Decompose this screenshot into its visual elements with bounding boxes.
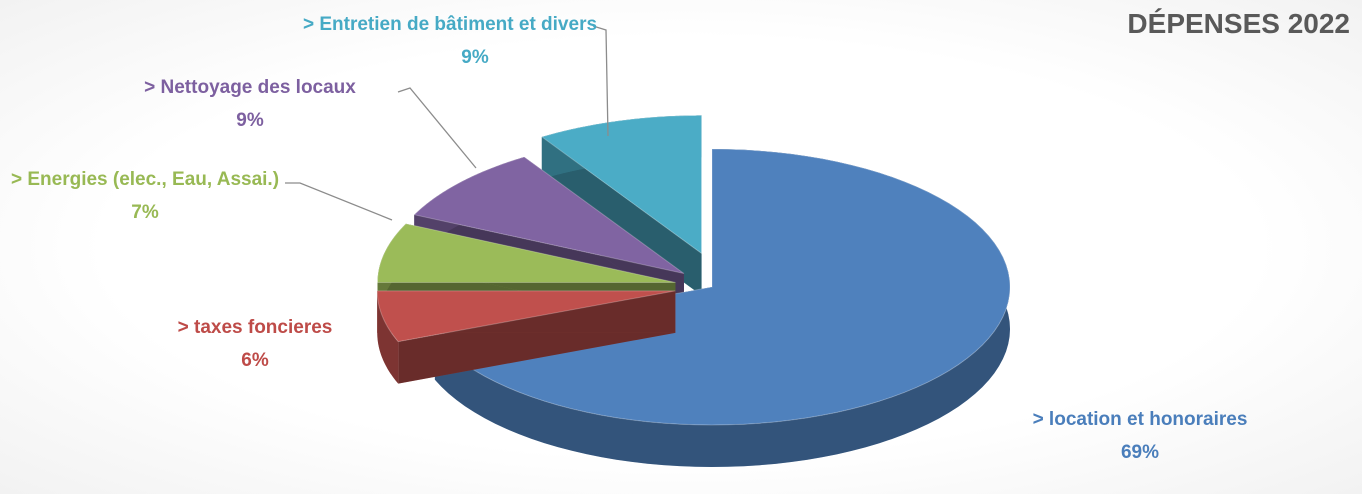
value-label: 9% bbox=[236, 110, 264, 131]
pie-slice bbox=[376, 290, 676, 343]
leader-line bbox=[397, 87, 477, 169]
category-label: > taxes foncieres bbox=[177, 317, 333, 338]
pie-slice bbox=[413, 156, 685, 274]
value-label: 6% bbox=[241, 350, 269, 371]
data-label: > location et honoraires 69% bbox=[940, 403, 1340, 469]
value-label: 9% bbox=[461, 47, 489, 68]
pie-slice bbox=[376, 223, 676, 284]
chart-title: DÉPENSES 2022 bbox=[1127, 8, 1350, 39]
category-label: > Entretien de bâtiment et divers bbox=[302, 14, 598, 35]
data-label: > Energies (elec., Eau, Assai.) 7% bbox=[0, 163, 290, 229]
slice-side bbox=[377, 290, 399, 384]
value-label: 7% bbox=[131, 202, 159, 223]
category-label: > location et honoraires bbox=[1032, 409, 1248, 430]
slice-side bbox=[541, 136, 702, 296]
data-label: > taxes foncieres 6% bbox=[105, 311, 405, 377]
slice-shade bbox=[541, 136, 702, 296]
category-label: > Nettoyage des locaux bbox=[144, 77, 356, 98]
data-label: > Entretien de bâtiment et divers 9% bbox=[300, 8, 600, 74]
data-label: > Nettoyage des locaux 9% bbox=[95, 71, 405, 137]
pie-slice bbox=[540, 114, 703, 255]
category-label: > Energies (elec., Eau, Assai.) bbox=[10, 169, 280, 190]
slice-shade bbox=[377, 290, 399, 384]
value-label: 69% bbox=[1120, 442, 1160, 463]
pie-slice bbox=[433, 148, 1011, 426]
leader-line bbox=[285, 182, 393, 221]
leader-line bbox=[592, 25, 609, 137]
